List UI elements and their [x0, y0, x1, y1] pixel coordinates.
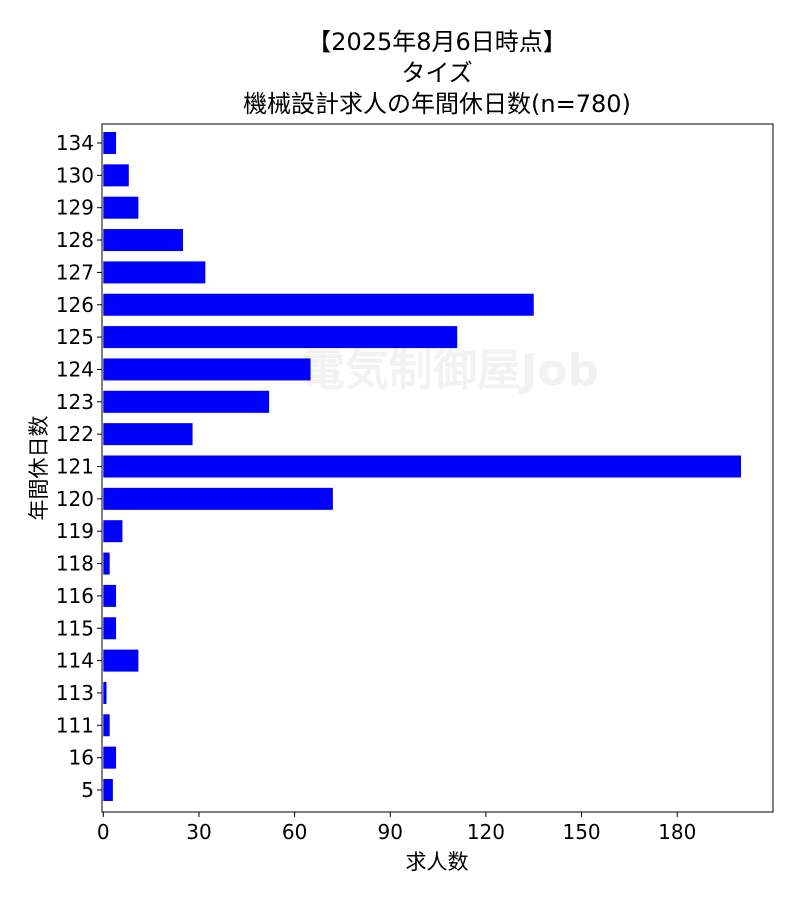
bar-5: [103, 779, 113, 801]
y-tick-label-126: 126: [56, 293, 94, 317]
y-tick-label-121: 121: [56, 455, 94, 479]
bar-134: [103, 132, 117, 154]
y-tick-label-118: 118: [56, 552, 94, 576]
x-tick-label-0: 0: [97, 820, 110, 844]
y-tick-label-127: 127: [56, 260, 94, 284]
x-tick-label-150: 150: [562, 820, 600, 844]
y-tick-label-119: 119: [56, 519, 94, 543]
x-tick-label-30: 30: [186, 820, 211, 844]
x-tick-label-60: 60: [282, 820, 307, 844]
y-tick-label-115: 115: [56, 616, 94, 640]
bar-121: [103, 455, 742, 478]
x-tick-label-120: 120: [467, 820, 505, 844]
y-tick-label-16: 16: [69, 746, 94, 770]
bar-114: [103, 649, 139, 672]
bar-118: [103, 552, 110, 575]
bar-120: [103, 487, 333, 510]
y-tick-label-125: 125: [56, 325, 94, 349]
y-tick-label-122: 122: [56, 422, 94, 446]
bar-123: [103, 390, 270, 413]
y-tick-label-134: 134: [56, 131, 94, 155]
y-tick-label-124: 124: [56, 357, 94, 381]
y-axis-ticks: 134 130 129 128 127 126 125 124 123 122 121 120 119 1…: [56, 131, 102, 802]
y-tick-label-5: 5: [81, 778, 94, 802]
bar-16: [103, 746, 117, 769]
y-tick-label-130: 130: [56, 163, 94, 187]
y-tick-label-129: 129: [56, 196, 94, 220]
bar-126: [103, 293, 534, 316]
title-line-3: 機械設計求人の年間休日数(n=780): [243, 90, 631, 118]
bars-group: [103, 132, 742, 801]
bar-130: [103, 164, 129, 187]
bar-119: [103, 520, 123, 543]
bar-127: [103, 261, 206, 284]
y-tick-label-120: 120: [56, 487, 94, 511]
bar-122: [103, 423, 193, 446]
y-tick-label-128: 128: [56, 228, 94, 252]
bar-111: [103, 714, 110, 737]
watermark-logo: 電気制御屋Job: [301, 345, 599, 396]
y-tick-label-114: 114: [56, 649, 94, 673]
x-axis-label: 求人数: [406, 850, 469, 874]
x-tick-label-90: 90: [378, 820, 403, 844]
bar-129: [103, 196, 139, 219]
y-tick-label-111: 111: [56, 713, 94, 737]
x-axis-ticks: 0 30 60 90 120 150 180: [97, 812, 696, 844]
y-tick-label-113: 113: [56, 681, 94, 705]
bar-113: [103, 681, 107, 704]
y-tick-label-116: 116: [56, 584, 94, 608]
chart-title: 【2025年8月6日時点】 タイズ 機械設計求人の年間休日数(n=780): [243, 28, 631, 118]
bar-115: [103, 617, 117, 640]
bar-116: [103, 584, 117, 607]
y-tick-label-123: 123: [56, 390, 94, 414]
bar-128: [103, 229, 184, 252]
title-line-2: タイズ: [401, 59, 472, 87]
bar-125: [103, 326, 458, 349]
bar-124: [103, 358, 311, 381]
x-tick-label-180: 180: [658, 820, 696, 844]
plot-area-frame: [101, 123, 774, 813]
title-line-1: 【2025年8月6日時点】: [307, 28, 567, 56]
y-axis-label: 年間休日数: [27, 416, 51, 521]
